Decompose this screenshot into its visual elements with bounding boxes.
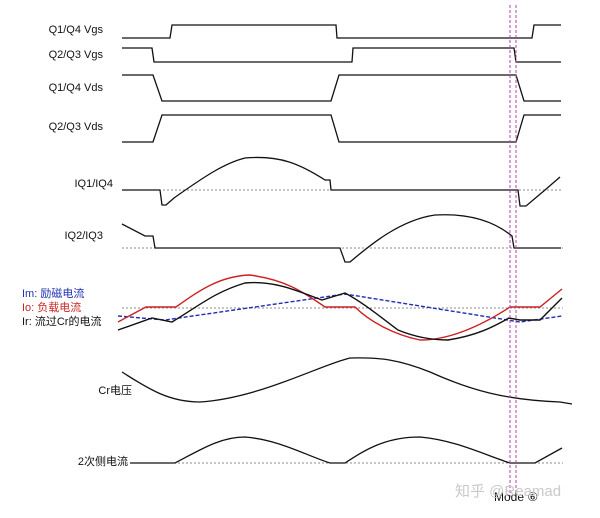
- watermark: 知乎 @Reamad: [455, 483, 562, 500]
- io-load-wave: [117, 274, 563, 341]
- label-iq1-iq4: IQ1/IQ4: [74, 178, 113, 190]
- q1q4-vds-wave: [122, 74, 561, 102]
- mode6-label: Mode ⑥: [494, 490, 539, 504]
- cr-voltage-wave: [121, 357, 573, 405]
- legend-io: Io: 负载电流: [22, 302, 82, 314]
- ir-cr-current-wave: [117, 281, 563, 341]
- label-q2q3-vds: Q2/Q3 Vds: [48, 121, 103, 133]
- q2q3-vds-wave: [122, 114, 561, 143]
- legend-ir: Ir: 流过Cr的电流: [22, 316, 102, 328]
- label-q2q3-vgs: Q2/Q3 Vgs: [48, 49, 103, 61]
- label-cr-voltage: Cr电压: [98, 385, 132, 397]
- iq1-iq4-wave: [122, 156, 561, 207]
- secondary-current-wave: [130, 436, 563, 464]
- label-iq2-iq3: IQ2/IQ3: [64, 230, 103, 242]
- label-q1q4-vds: Q1/Q4 Vds: [48, 82, 103, 94]
- legend-im: Im: 励磁电流: [22, 288, 85, 300]
- iq2-iq3-wave: [121, 214, 561, 263]
- q1q4-vgs-wave: [122, 24, 561, 39]
- label-q1q4-vgs: Q1/Q4 Vgs: [48, 24, 103, 36]
- q2q3-vgs-wave: [122, 47, 561, 63]
- label-secondary-current: 2次侧电流: [77, 456, 128, 468]
